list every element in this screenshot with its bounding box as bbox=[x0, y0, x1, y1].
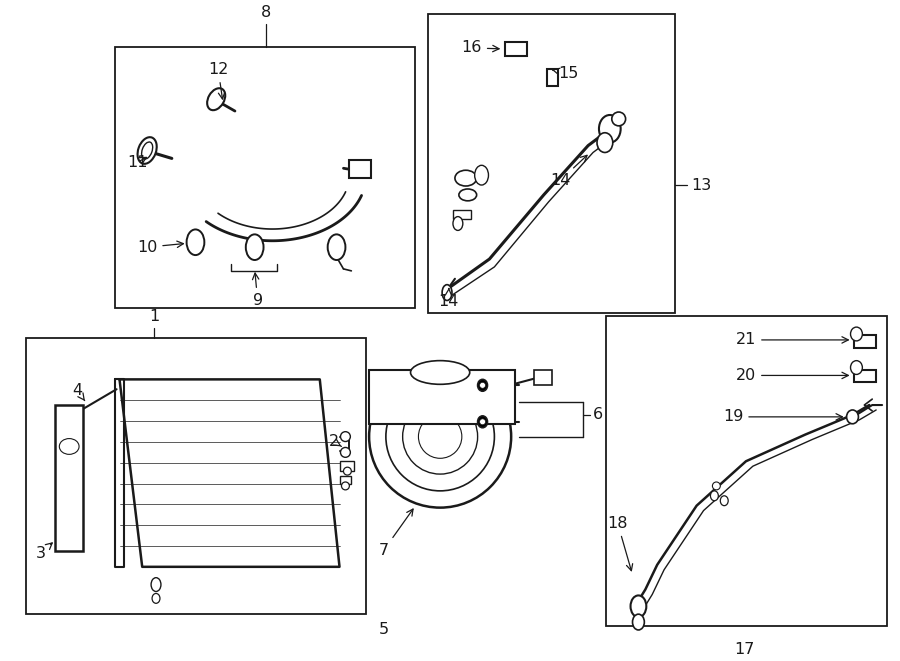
Circle shape bbox=[612, 112, 625, 126]
Ellipse shape bbox=[597, 133, 613, 153]
Text: 13: 13 bbox=[692, 178, 712, 192]
Ellipse shape bbox=[474, 165, 489, 185]
Circle shape bbox=[369, 366, 511, 508]
Ellipse shape bbox=[341, 482, 349, 490]
Bar bbox=[453, 210, 471, 219]
Text: 14: 14 bbox=[550, 155, 587, 188]
Ellipse shape bbox=[340, 432, 350, 442]
Text: 19: 19 bbox=[723, 409, 842, 424]
Text: 14: 14 bbox=[437, 288, 458, 309]
Ellipse shape bbox=[454, 171, 477, 186]
Text: 10: 10 bbox=[137, 240, 184, 254]
Bar bbox=[534, 369, 552, 385]
Text: 2: 2 bbox=[328, 434, 341, 449]
Bar bbox=[854, 335, 877, 348]
Text: 15: 15 bbox=[553, 66, 579, 81]
Text: 17: 17 bbox=[734, 642, 754, 657]
Ellipse shape bbox=[453, 217, 463, 231]
Ellipse shape bbox=[207, 88, 225, 110]
Bar bbox=[26, 338, 366, 614]
Text: 11: 11 bbox=[127, 155, 148, 170]
Circle shape bbox=[386, 382, 494, 491]
Ellipse shape bbox=[340, 447, 350, 457]
Text: 5: 5 bbox=[379, 622, 389, 637]
Ellipse shape bbox=[442, 285, 452, 301]
Ellipse shape bbox=[186, 229, 204, 255]
Ellipse shape bbox=[138, 137, 157, 164]
Ellipse shape bbox=[713, 482, 720, 490]
Ellipse shape bbox=[59, 438, 79, 454]
Text: 6: 6 bbox=[593, 407, 603, 422]
Bar bbox=[546, 69, 557, 87]
Bar bbox=[606, 316, 887, 626]
Text: 16: 16 bbox=[462, 40, 500, 56]
Bar bbox=[428, 15, 675, 313]
Ellipse shape bbox=[246, 235, 264, 260]
Bar bbox=[56, 405, 83, 551]
Text: 4: 4 bbox=[72, 383, 85, 401]
Text: 9: 9 bbox=[253, 273, 263, 308]
Ellipse shape bbox=[480, 382, 485, 388]
Ellipse shape bbox=[478, 379, 488, 391]
Bar bbox=[339, 461, 355, 471]
Ellipse shape bbox=[847, 410, 859, 424]
Text: 8: 8 bbox=[260, 5, 271, 20]
Ellipse shape bbox=[459, 189, 477, 201]
Bar bbox=[339, 476, 351, 484]
Circle shape bbox=[418, 415, 462, 458]
Text: 21: 21 bbox=[736, 332, 849, 348]
Ellipse shape bbox=[710, 491, 718, 501]
Text: 3: 3 bbox=[36, 543, 52, 561]
Ellipse shape bbox=[328, 235, 346, 260]
Bar bbox=[505, 42, 526, 56]
Ellipse shape bbox=[850, 361, 862, 374]
Bar bbox=[369, 369, 515, 424]
Ellipse shape bbox=[599, 115, 621, 143]
Ellipse shape bbox=[633, 614, 644, 630]
Ellipse shape bbox=[344, 467, 351, 475]
Ellipse shape bbox=[141, 142, 153, 159]
Ellipse shape bbox=[410, 361, 470, 384]
Text: 12: 12 bbox=[208, 62, 229, 99]
Ellipse shape bbox=[151, 578, 161, 592]
Ellipse shape bbox=[720, 496, 728, 506]
Text: 7: 7 bbox=[379, 509, 413, 557]
Ellipse shape bbox=[478, 416, 488, 428]
Bar bbox=[114, 47, 416, 308]
Text: 1: 1 bbox=[148, 309, 159, 324]
Text: 20: 20 bbox=[736, 368, 849, 383]
Bar bbox=[349, 161, 371, 178]
Ellipse shape bbox=[631, 596, 646, 617]
Ellipse shape bbox=[850, 327, 862, 341]
Bar bbox=[854, 369, 877, 382]
Circle shape bbox=[402, 399, 478, 474]
Ellipse shape bbox=[152, 594, 160, 603]
Text: 18: 18 bbox=[608, 516, 633, 570]
Ellipse shape bbox=[480, 419, 485, 425]
